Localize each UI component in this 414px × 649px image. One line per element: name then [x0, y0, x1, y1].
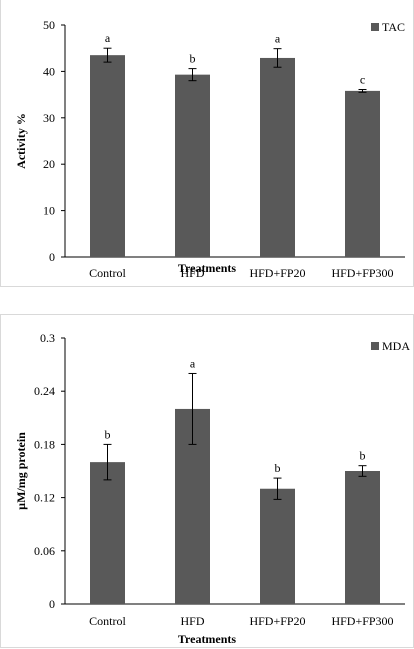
significance-letter: b [105, 427, 111, 441]
legend-label: MDA [382, 339, 410, 353]
significance-letter: c [360, 72, 365, 86]
x-tick-label: HFD [180, 614, 204, 628]
y-tick-label: 10 [43, 204, 55, 218]
y-tick-label: 40 [43, 64, 55, 78]
x-tick-label: Control [89, 614, 126, 628]
bar [260, 488, 295, 604]
y-tick-label: 0.24 [34, 384, 55, 398]
mda-chart-panel: 0 0.06 0.12 0.18 0.24 0.3 b Control a HFD b HFD+FP2… [0, 314, 414, 648]
significance-letter: b [190, 52, 196, 66]
significance-letter: a [105, 31, 111, 45]
x-axis-title: Treatments [178, 261, 237, 275]
legend-label: TAC [382, 20, 405, 34]
bar [345, 90, 380, 257]
x-tick-label: HFD+FP300 [331, 614, 393, 628]
y-tick-label: 0 [49, 597, 55, 611]
tac-chart-panel: 0 10 20 30 40 50 a Control b HFD a HFD+FP20 c HFD+FP3… [0, 0, 414, 287]
x-tick-label: HFD [180, 266, 204, 280]
bar [175, 74, 210, 257]
y-tick-label: 30 [43, 111, 55, 125]
legend-swatch [371, 23, 379, 31]
x-tick-label: Control [89, 266, 126, 280]
legend-swatch [371, 342, 379, 350]
y-tick-label: 0 [49, 250, 55, 264]
x-tick-label: HFD+FP20 [249, 614, 305, 628]
x-tick-label: HFD+FP300 [331, 266, 393, 280]
bar [90, 55, 125, 257]
y-axis-title: µM/mg protein [14, 432, 28, 510]
bar [90, 462, 125, 604]
y-tick-label: 0.12 [34, 491, 55, 505]
y-tick-label: 50 [43, 18, 55, 32]
y-tick-label: 20 [43, 157, 55, 171]
mda-chart: 0 0.06 0.12 0.18 0.24 0.3 b Control a HFD b HFD+FP2… [14, 331, 410, 646]
bar [260, 57, 295, 257]
x-tick-label: HFD+FP20 [249, 266, 305, 280]
y-tick-label: 0.18 [34, 437, 55, 451]
x-axis-title: Treatments [178, 632, 237, 646]
significance-letter: a [275, 32, 281, 46]
significance-letter: b [275, 461, 281, 475]
significance-letter: a [190, 356, 196, 370]
y-axis-title: Activity % [14, 113, 28, 169]
significance-letter: b [360, 449, 366, 463]
tac-chart: 0 10 20 30 40 50 a Control b HFD a HFD+FP20 c HFD+FP3… [14, 18, 405, 280]
y-tick-label: 0.06 [34, 544, 55, 558]
y-tick-label: 0.3 [40, 331, 55, 345]
bar [345, 471, 380, 604]
